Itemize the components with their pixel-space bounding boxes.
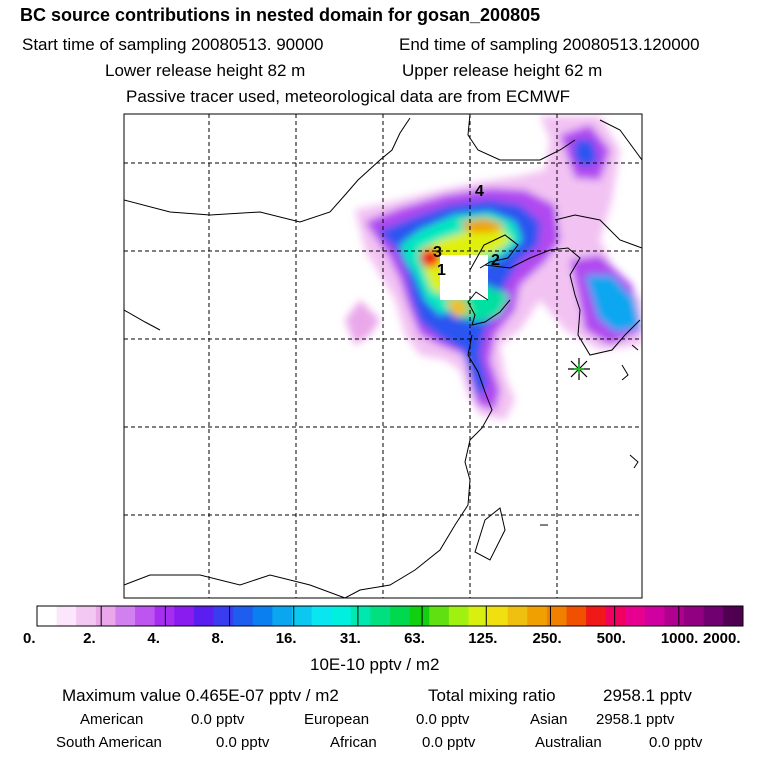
colorbar-swatch xyxy=(135,606,156,626)
colorbar-swatch xyxy=(468,606,489,626)
colorbar-swatch xyxy=(154,606,175,626)
colorbar-swatch xyxy=(684,606,705,626)
colorbar-swatch xyxy=(311,606,332,626)
total-mixing-value: 2958.1 pptv xyxy=(603,686,692,705)
chart-title: BC source contributions in nested domain… xyxy=(20,5,541,25)
colorbar-swatch xyxy=(664,606,685,626)
colorbar-swatch xyxy=(448,606,469,626)
colorbar-tick-label: 250. xyxy=(532,630,562,647)
colorbar-swatch xyxy=(703,606,724,626)
colorbar-tick-label: 500. xyxy=(596,630,626,647)
colorbar-tick-label: 16. xyxy=(275,630,297,647)
colorbar-swatch xyxy=(252,606,273,626)
asian-value: 2958.1 pptv xyxy=(596,711,675,728)
colorbar-swatch xyxy=(331,606,352,626)
colorbar-swatch xyxy=(723,606,744,626)
colorbar-tick-label: 1000. xyxy=(660,630,699,647)
colorbar-tick-label: 4. xyxy=(147,630,160,647)
colorbar-swatch xyxy=(409,606,430,626)
colorbar-swatch xyxy=(488,606,509,626)
american-name: American xyxy=(80,711,144,728)
colorbar-swatch xyxy=(350,606,371,626)
european-name: European xyxy=(304,711,370,728)
colorbar-swatch xyxy=(429,606,450,626)
source-marker-3: 3 xyxy=(433,244,442,261)
source-marker-4: 4 xyxy=(475,183,484,200)
map-frame xyxy=(123,113,643,599)
upper-release-height: Upper release height 62 m xyxy=(402,61,603,80)
colorbar-swatch xyxy=(370,606,391,626)
tracer-note: Passive tracer used, meteorological data… xyxy=(126,87,571,106)
colorbar-swatch xyxy=(76,606,97,626)
colorbar-swatch xyxy=(115,606,136,626)
colorbar-swatch xyxy=(566,606,587,626)
plume-field xyxy=(345,116,642,420)
asian-name: Asian xyxy=(530,711,568,728)
colorbar-swatch xyxy=(527,606,548,626)
australian-name: Australian xyxy=(535,734,602,751)
end-time-label: End time of sampling 20080513.120000 xyxy=(399,35,700,54)
colorbar-tick-label: 8. xyxy=(211,630,225,647)
colorbar-tick-label: 63. xyxy=(404,630,425,647)
colorbar-swatch xyxy=(37,606,58,626)
colorbar-tick-label: 0. xyxy=(23,630,36,647)
south-american-value: 0.0 pptv xyxy=(216,734,270,751)
source-marker-1: 1 xyxy=(437,262,446,279)
coastlines xyxy=(124,114,642,598)
colorbar-tick-label: 2. xyxy=(83,630,96,647)
colorbar-frame xyxy=(36,605,744,627)
max-value-label: Maximum value 0.465E-07 pptv / m2 xyxy=(62,686,339,705)
african-name: African xyxy=(330,734,377,751)
colorbar-swatch xyxy=(507,606,528,626)
colorbar-swatch xyxy=(546,606,567,626)
total-mixing-label: Total mixing ratio xyxy=(428,686,556,705)
colorbar-swatch xyxy=(390,606,411,626)
colorbar-swatch xyxy=(625,606,646,626)
lower-release-height: Lower release height 82 m xyxy=(105,61,306,80)
colorbar-swatch xyxy=(95,606,116,626)
colorbar-swatch xyxy=(56,606,77,626)
receptor-star-icon xyxy=(568,358,590,380)
colorbar-swatch xyxy=(586,606,607,626)
colorbar-tick-label: 125. xyxy=(468,630,498,647)
colorbar-swatch xyxy=(272,606,293,626)
colorbar xyxy=(36,606,744,626)
colorbar-swatch xyxy=(233,606,254,626)
african-value: 0.0 pptv xyxy=(422,734,476,751)
colorbar-tick-label: 31. xyxy=(339,630,361,647)
colorbar-swatch xyxy=(605,606,626,626)
american-value: 0.0 pptv xyxy=(191,711,245,728)
european-value: 0.0 pptv xyxy=(416,711,470,728)
colorbar-swatch xyxy=(213,606,234,626)
australian-value: 0.0 pptv xyxy=(649,734,703,751)
colorbar-swatch xyxy=(644,606,666,626)
colorbar-unit-label: 10E-10 pptv / m2 xyxy=(310,655,440,674)
colorbar-swatch xyxy=(291,606,313,626)
lat-lon-grid xyxy=(124,114,642,598)
source-marker-2: 2 xyxy=(491,252,500,269)
start-time-label: Start time of sampling 20080513. 90000 xyxy=(22,35,324,54)
colorbar-swatch xyxy=(174,606,195,626)
colorbar-swatch xyxy=(193,606,214,626)
colorbar-tick-label: 2000. xyxy=(703,630,741,647)
south-american-name: South American xyxy=(56,734,162,751)
